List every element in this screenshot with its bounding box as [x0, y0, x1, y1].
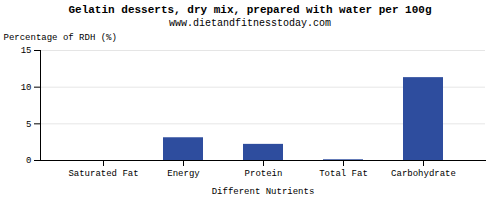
svg-text:Percentage of RDH (%): Percentage of RDH (%) [4, 33, 117, 43]
svg-text:Different Nutrients: Different Nutrients [212, 187, 315, 197]
html-text:www.dietandfitnesstoday.com: www.dietandfitnesstoday.com [169, 18, 331, 29]
html-text:Gelatin desserts, dry mix, pre: Gelatin desserts, dry mix, prepared with… [68, 4, 432, 16]
svg-text:Energy: Energy [167, 169, 200, 179]
svg-text:Carbohydrate: Carbohydrate [391, 169, 456, 179]
svg-text:10: 10 [21, 83, 32, 93]
svg-text:Saturated Fat: Saturated Fat [68, 169, 138, 179]
svg-text:Total Fat: Total Fat [319, 169, 368, 179]
svg-text:0: 0 [26, 156, 31, 166]
svg-text:Protein: Protein [245, 169, 283, 179]
svg-text:15: 15 [21, 46, 32, 56]
svg-text:5: 5 [26, 120, 31, 130]
